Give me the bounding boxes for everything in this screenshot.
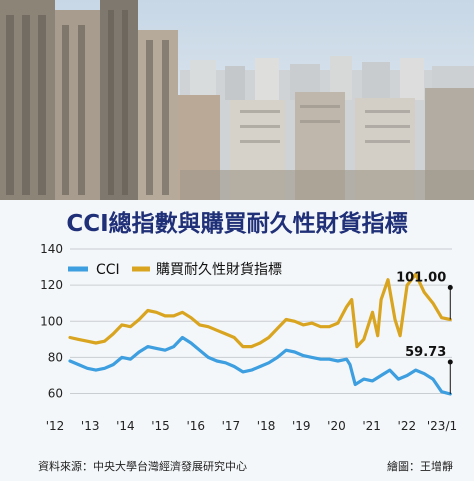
x-tick-1: '13 (81, 419, 100, 433)
series-lines (68, 272, 452, 396)
x-tick-8: '20 (327, 419, 346, 433)
y-tick-140: 140 (40, 242, 63, 256)
x-tick-3: '15 (151, 419, 170, 433)
x-tick-6: '18 (257, 419, 276, 433)
legend-label-durable: 購買耐久性財貨指標 (156, 261, 282, 278)
y-tick-120: 120 (40, 278, 63, 292)
annotation-dot-1 (447, 359, 453, 365)
series-line-0 (68, 335, 452, 396)
x-tick-2: '14 (116, 419, 135, 433)
annotation-label-0: 101.00 (396, 270, 446, 285)
x-tick-7: '19 (292, 419, 311, 433)
legend-label-cci: CCI (96, 262, 120, 278)
x-tick-9: '21 (362, 419, 381, 433)
x-tick-11: '23/1 (427, 419, 457, 433)
y-tick-80: 80 (48, 350, 63, 364)
annotation-label-1: 59.73 (405, 345, 446, 360)
legend: CCI 購買耐久性財貨指標 (68, 261, 282, 278)
x-tick-5: '17 (222, 419, 241, 433)
city-skyline-photo (0, 0, 474, 200)
y-tick-60: 60 (48, 387, 63, 401)
y-axis-ticks: 60 80 100 120 140 (40, 242, 63, 401)
x-tick-10: '22 (398, 419, 417, 433)
x-tick-4: '16 (186, 419, 205, 433)
x-tick-0: '12 (46, 419, 65, 433)
annotation-dot-0 (447, 284, 453, 290)
credit-note: 繪圖：王增靜 (387, 459, 453, 473)
x-axis-ticks: '12 '13 '14 '15 '16 '17 '18 '19 '20 '21 '22 '23/1 (46, 419, 457, 433)
source-note: 資料來源：中央大學台灣經濟發展研究中心 (38, 459, 247, 473)
chart-title: CCI總指數與購買耐久性財貨指標 (66, 210, 407, 237)
annotations: 101.00 59.73 (396, 270, 453, 395)
y-tick-100: 100 (40, 314, 63, 328)
series-line-1 (68, 272, 452, 349)
